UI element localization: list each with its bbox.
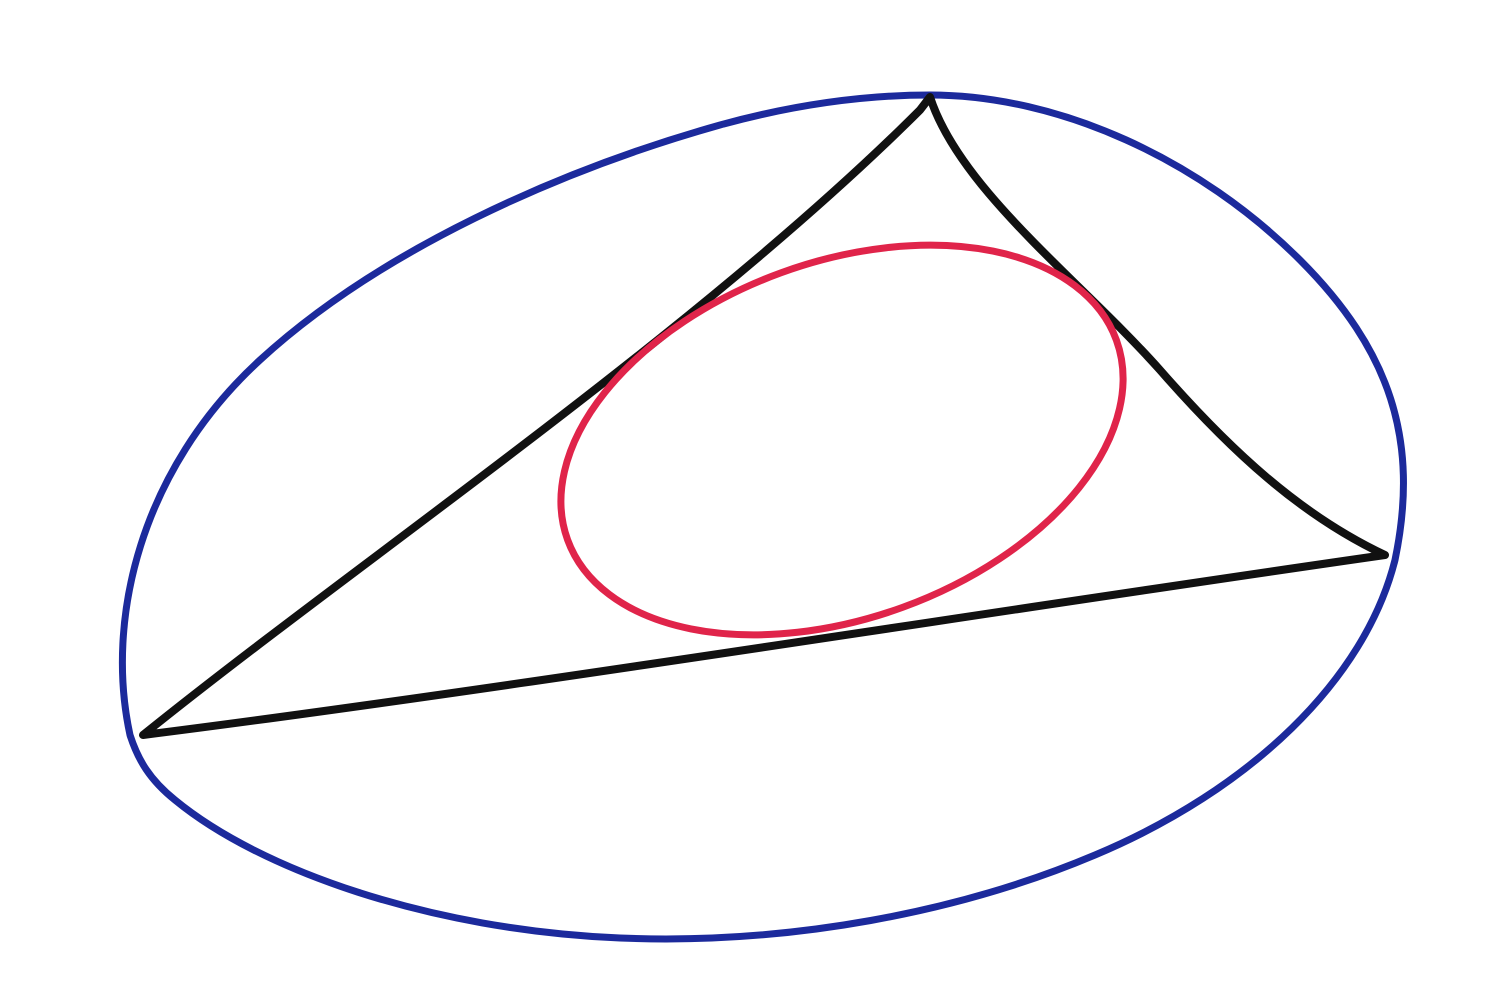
inner-ellipse xyxy=(557,241,1127,639)
outer-ellipse xyxy=(118,91,1407,943)
triangle xyxy=(139,93,1389,739)
